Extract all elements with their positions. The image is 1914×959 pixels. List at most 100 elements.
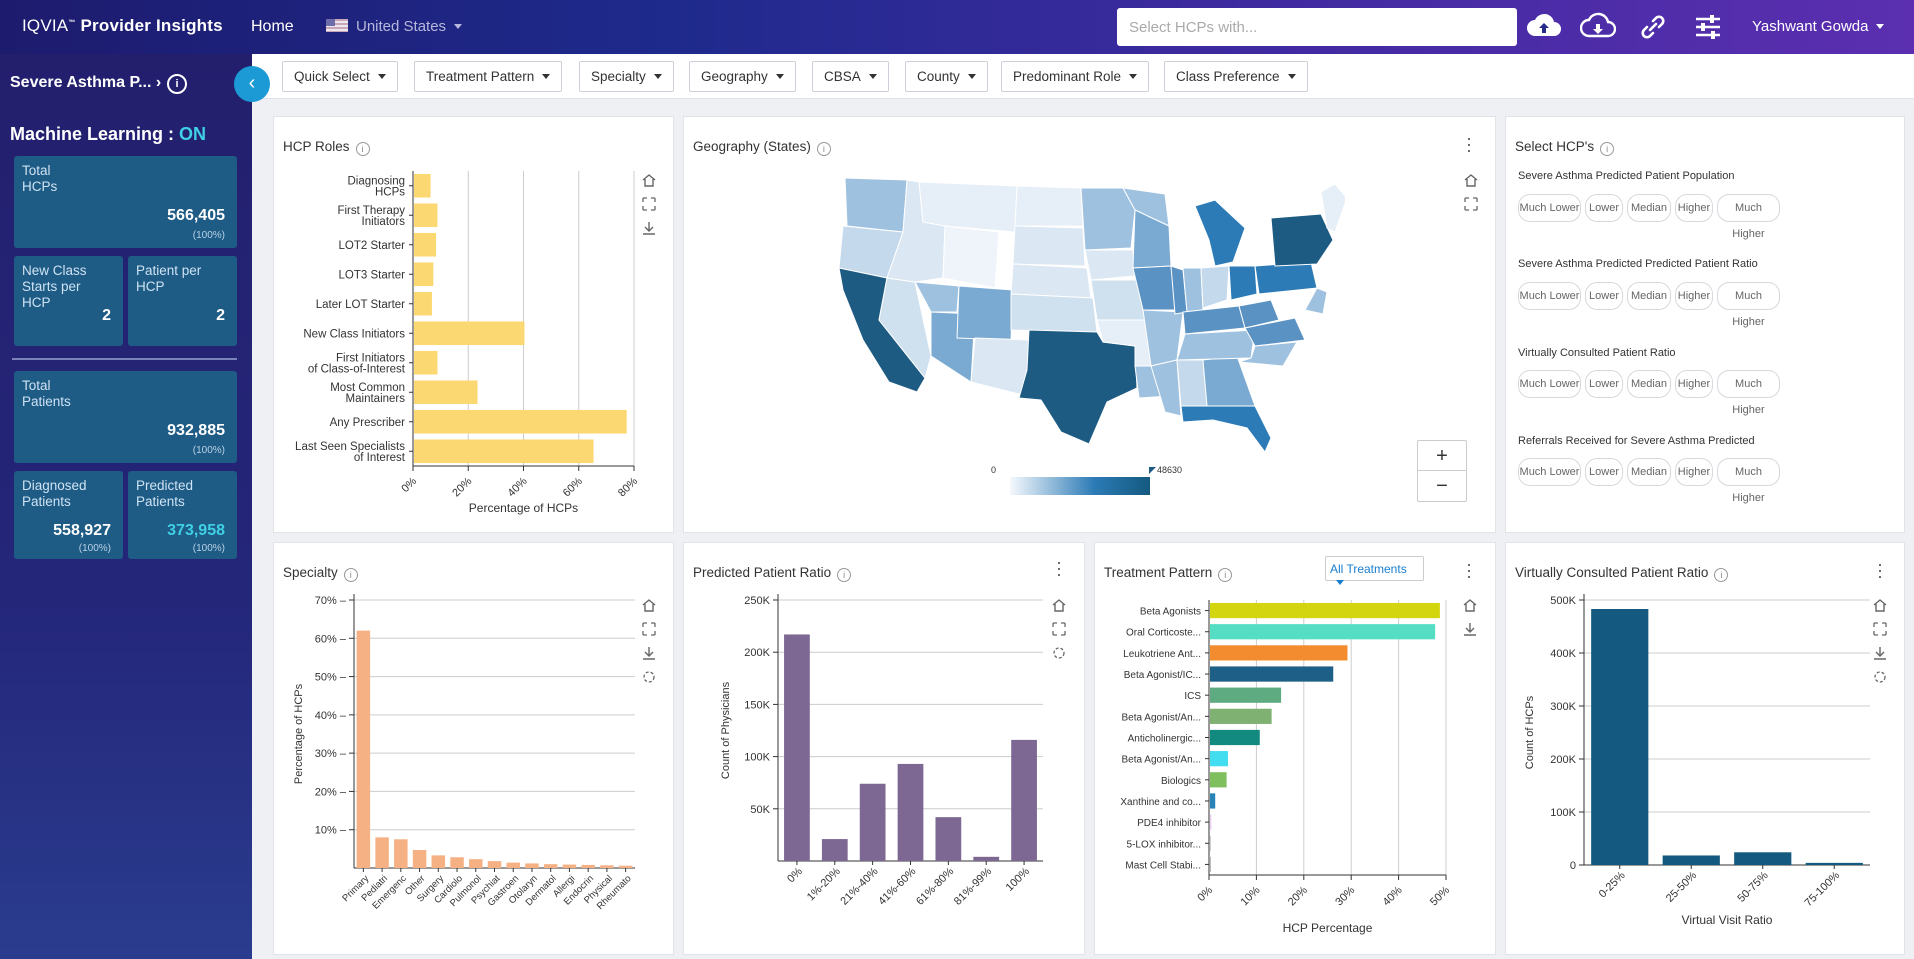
x-tick-label: 0%: [785, 865, 805, 885]
filter-geography[interactable]: Geography: [689, 61, 796, 92]
link-icon[interactable]: [1635, 10, 1671, 44]
reset-zoom-icon[interactable]: [1051, 645, 1067, 661]
filter-class-preference[interactable]: Class Preference: [1164, 61, 1308, 92]
info-icon[interactable]: i: [343, 568, 358, 582]
bar: [859, 783, 886, 861]
y-tick-label: Most Common: [330, 382, 405, 394]
select-option-pill[interactable]: Higher: [1675, 458, 1713, 486]
select-option-pill[interactable]: Lower: [1585, 458, 1623, 486]
expand-icon[interactable]: [1463, 196, 1479, 212]
chart-toolbar: [1872, 597, 1890, 693]
map-color-legend: [1010, 477, 1150, 495]
sliders-icon[interactable]: [1690, 10, 1726, 44]
x-tick-label: 100%: [1004, 865, 1033, 894]
home-icon[interactable]: [1051, 597, 1067, 613]
panel-title: Select HCP's i: [1515, 139, 1615, 156]
y-tick-label: 500K: [1550, 595, 1576, 607]
home-icon[interactable]: [1463, 172, 1479, 188]
bar: [973, 856, 1000, 861]
select-option-pill[interactable]: Median: [1627, 370, 1671, 398]
info-icon[interactable]: i: [1600, 142, 1615, 156]
total-patients-card: Total Patients 932,885 (100%): [14, 371, 237, 463]
brand-logo[interactable]: IQVIA™ Provider Insights: [22, 16, 223, 35]
select-option-pill[interactable]: Much Higher: [1717, 282, 1780, 328]
reset-zoom-icon[interactable]: [1872, 669, 1888, 685]
cloud-download-icon[interactable]: [1579, 10, 1617, 44]
more-options-icon[interactable]: · · ·: [1056, 552, 1062, 584]
select-option-pill[interactable]: Higher: [1675, 370, 1713, 398]
expand-icon[interactable]: [1872, 621, 1888, 637]
bar: [1805, 862, 1863, 865]
cloud-upload-icon[interactable]: [1526, 10, 1562, 44]
user-menu[interactable]: Yashwant Gowda: [1752, 18, 1885, 35]
download-icon[interactable]: [1872, 645, 1888, 661]
home-icon[interactable]: [1872, 597, 1888, 613]
bar: [1210, 856, 1211, 873]
info-icon[interactable]: i: [167, 74, 187, 94]
select-option-pill[interactable]: Much Lower: [1518, 370, 1581, 398]
select-option-pill[interactable]: Much Lower: [1518, 458, 1581, 486]
bar: [1210, 729, 1260, 746]
bar: [525, 863, 539, 868]
select-option-pill[interactable]: Much Higher: [1717, 194, 1780, 240]
expand-icon[interactable]: [1051, 621, 1067, 637]
expand-icon[interactable]: [641, 621, 657, 637]
bar: [1591, 609, 1649, 865]
info-icon[interactable]: i: [816, 142, 831, 156]
virtual-ratio-chart: 0 100K 200K 300K 400K 500K 0-25% 25-50% 50-75% 75…: [1524, 594, 1870, 927]
select-option-pill[interactable]: Median: [1627, 458, 1671, 486]
info-icon[interactable]: i: [355, 142, 370, 156]
download-icon[interactable]: [641, 220, 657, 236]
all-treatments-dropdown[interactable]: All Treatments: [1325, 556, 1424, 585]
select-option-pill[interactable]: Much Lower: [1518, 194, 1581, 222]
select-option-pill[interactable]: Lower: [1585, 194, 1623, 222]
country-selector[interactable]: United States: [326, 18, 463, 35]
filter-county[interactable]: County: [905, 61, 988, 92]
home-link[interactable]: Home: [251, 18, 294, 35]
info-icon[interactable]: i: [1714, 568, 1729, 582]
map-toolbar: [1463, 172, 1481, 220]
select-option-pill[interactable]: Median: [1627, 282, 1671, 310]
filter-quick-select[interactable]: Quick Select: [282, 61, 398, 92]
select-option-pill[interactable]: Lower: [1585, 282, 1623, 310]
reset-zoom-icon[interactable]: [641, 669, 657, 685]
y-tick-label: 0: [1570, 860, 1576, 872]
more-options-icon[interactable]: · · ·: [1877, 554, 1883, 586]
collapse-sidebar-button[interactable]: ‹: [234, 66, 270, 102]
zoom-out-button[interactable]: −: [1436, 475, 1448, 497]
x-tick-label: 50%: [1428, 884, 1452, 908]
us-states-map[interactable]: [835, 170, 1345, 460]
bar: [506, 862, 520, 868]
group-heading: Virtually Consulted Patient Ratio: [1518, 347, 1676, 359]
more-options-icon[interactable]: · · ·: [1466, 128, 1472, 160]
select-option-pill[interactable]: Much Higher: [1717, 458, 1780, 504]
filter-predominant-role[interactable]: Predominant Role: [1001, 61, 1150, 92]
home-icon[interactable]: [1462, 597, 1478, 613]
select-option-pill[interactable]: Higher: [1675, 194, 1713, 222]
select-option-pill[interactable]: Much Lower: [1518, 282, 1581, 310]
hcp-search-input[interactable]: Select HCPs with...: [1117, 8, 1517, 46]
download-icon[interactable]: [1462, 621, 1478, 637]
bar: [414, 203, 438, 228]
filter-cbsa[interactable]: CBSA: [812, 61, 889, 92]
select-option-pill[interactable]: Median: [1627, 194, 1671, 222]
select-option-pill[interactable]: Lower: [1585, 370, 1623, 398]
download-icon[interactable]: [641, 645, 657, 661]
filter-specialty[interactable]: Specialty: [579, 61, 674, 92]
total-hcps-card: Total HCPs 566,405 (100%): [14, 156, 237, 248]
y-tick-label: Beta Agonist/An...: [1122, 712, 1202, 723]
more-options-icon[interactable]: · · ·: [1466, 554, 1472, 586]
info-icon[interactable]: i: [837, 568, 852, 582]
select-option-pill[interactable]: Higher: [1675, 282, 1713, 310]
select-option-pill[interactable]: Much Higher: [1717, 370, 1780, 416]
expand-icon[interactable]: [641, 196, 657, 212]
home-icon[interactable]: [641, 172, 657, 188]
zoom-in-button[interactable]: +: [1418, 441, 1466, 471]
bar: [562, 864, 577, 868]
home-icon[interactable]: [641, 597, 657, 613]
project-title[interactable]: Severe Asthma P... ›: [10, 74, 162, 91]
y-tick-label: 100K: [744, 752, 770, 764]
info-icon[interactable]: i: [1218, 568, 1233, 582]
filter-treatment-pattern[interactable]: Treatment Pattern: [414, 61, 563, 92]
y-axis-title: Percentage of HCPs: [293, 683, 305, 784]
